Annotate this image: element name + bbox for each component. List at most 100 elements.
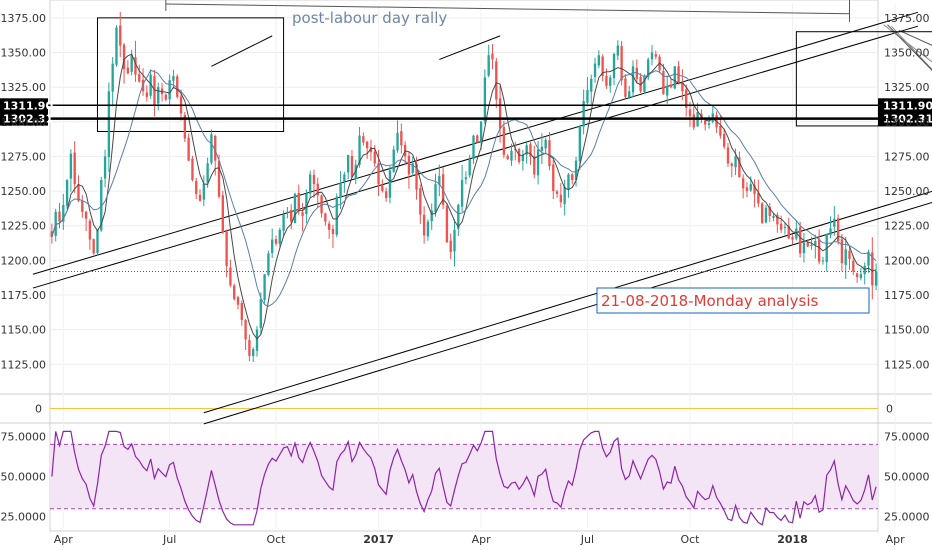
candle-body: [221, 195, 224, 233]
candle-body: [639, 76, 642, 92]
top-connector-line: [165, 3, 850, 15]
candle-body: [195, 181, 198, 194]
candle-body: [590, 78, 593, 92]
candle-body: [855, 273, 859, 277]
candle-body: [506, 155, 509, 160]
y-tick-label-right: 1275.00: [884, 150, 930, 163]
candle-body: [415, 163, 418, 190]
candle-body: [290, 209, 293, 222]
candle-body: [392, 149, 395, 172]
trendlines: [32, 0, 932, 425]
candle-body: [536, 149, 540, 176]
candle-body: [548, 140, 551, 167]
y-tick-label-right: 1375.00: [884, 12, 930, 25]
candle-body: [122, 44, 126, 70]
candle-body: [373, 151, 376, 164]
candle-body: [525, 145, 528, 155]
candle-body: [567, 174, 570, 189]
candle-body: [510, 150, 513, 161]
candle-body: [157, 87, 160, 104]
candle-body: [164, 94, 168, 100]
x-tick-label: Apr: [54, 533, 74, 546]
level-label-box: [878, 111, 932, 126]
rsi-tick-left: 50.0000: [1, 471, 47, 484]
candle-body: [202, 184, 206, 200]
candle-body: [468, 159, 471, 176]
candle-body: [635, 67, 638, 79]
channel-upper-line-2: [32, 11, 919, 275]
candle-body: [476, 135, 479, 143]
candle-body: [267, 253, 270, 275]
rally-annotation: post-labour day rally: [292, 9, 447, 27]
y-axis-left: 1375.00 1350.00 1325.00 1300.00 1275.00 1250.…: [1, 12, 47, 371]
rsi-tick-right: 75.0000: [884, 430, 930, 443]
candle-body: [172, 76, 175, 81]
candle-body: [593, 63, 597, 77]
candle-body: [346, 155, 350, 173]
candle-body: [400, 131, 403, 146]
candle-body: [487, 55, 490, 76]
candle-body: [411, 163, 414, 174]
candle-body: [616, 45, 620, 56]
candle-body: [308, 174, 312, 194]
candle-body: [779, 223, 783, 230]
candle-body: [369, 147, 373, 153]
candle-body: [388, 170, 392, 198]
candle-body: [134, 57, 137, 75]
candle-body: [320, 195, 323, 214]
candle-body: [601, 56, 604, 77]
candle-body: [662, 71, 665, 95]
grid: [50, 4, 896, 528]
candle-body: [77, 184, 80, 201]
y-tick-label-right: 1200.00: [884, 254, 930, 267]
candle-body: [844, 249, 847, 265]
candle-body: [612, 53, 616, 79]
rally-pointer-right: [439, 35, 501, 60]
candle-body: [722, 133, 726, 147]
ma-fast-line: [51, 53, 877, 340]
analysis-annotation: 21-08-2018-Monday analysis: [601, 292, 818, 310]
candle-body: [111, 63, 114, 92]
candle-body: [726, 147, 730, 164]
candle-body: [669, 84, 673, 88]
candle-body: [69, 153, 73, 179]
y-tick-label-right: 1325.00: [884, 81, 930, 94]
descending-line-4: [887, 24, 932, 71]
candle-body: [707, 123, 711, 125]
level-label: 1302.31: [3, 113, 53, 126]
candle-body: [365, 141, 369, 149]
candle-body: [84, 211, 88, 219]
candle-body: [495, 61, 498, 100]
candle-body: [339, 182, 342, 198]
x-tick-label: Apr: [472, 533, 492, 546]
candle-body: [821, 260, 825, 262]
y-axis-right: 1375.00 1350.00 1325.00 1300.00 1275.00 1250.…: [884, 12, 930, 371]
candle-body: [745, 187, 749, 192]
candle-body: [704, 120, 707, 125]
candle-body: [460, 179, 464, 207]
candle-body: [236, 297, 240, 305]
candle-body: [760, 203, 764, 223]
level-label-box: [0, 111, 48, 126]
candle-body: [396, 132, 399, 151]
candle-body: [263, 274, 266, 301]
candle-body: [681, 81, 684, 92]
candle-body: [791, 236, 794, 240]
candle-body: [757, 192, 760, 204]
candle-body: [688, 109, 692, 117]
candle-body: [259, 299, 262, 328]
candle-body: [859, 274, 863, 279]
candle-body: [521, 155, 525, 162]
candle-body: [867, 252, 870, 266]
candle-body: [377, 162, 380, 185]
candle-body: [647, 59, 650, 78]
rsi-pane: 75.0000 75.0000 50.0000 50.0000 25.0000 25.00…: [1, 430, 930, 526]
candle-body: [472, 135, 475, 159]
candle-body: [50, 231, 54, 237]
rsi-tick-right: 50.0000: [884, 471, 930, 484]
candle-body: [248, 339, 251, 356]
candle-body: [65, 179, 69, 206]
candle-body: [741, 178, 745, 189]
candle-body: [764, 207, 768, 223]
